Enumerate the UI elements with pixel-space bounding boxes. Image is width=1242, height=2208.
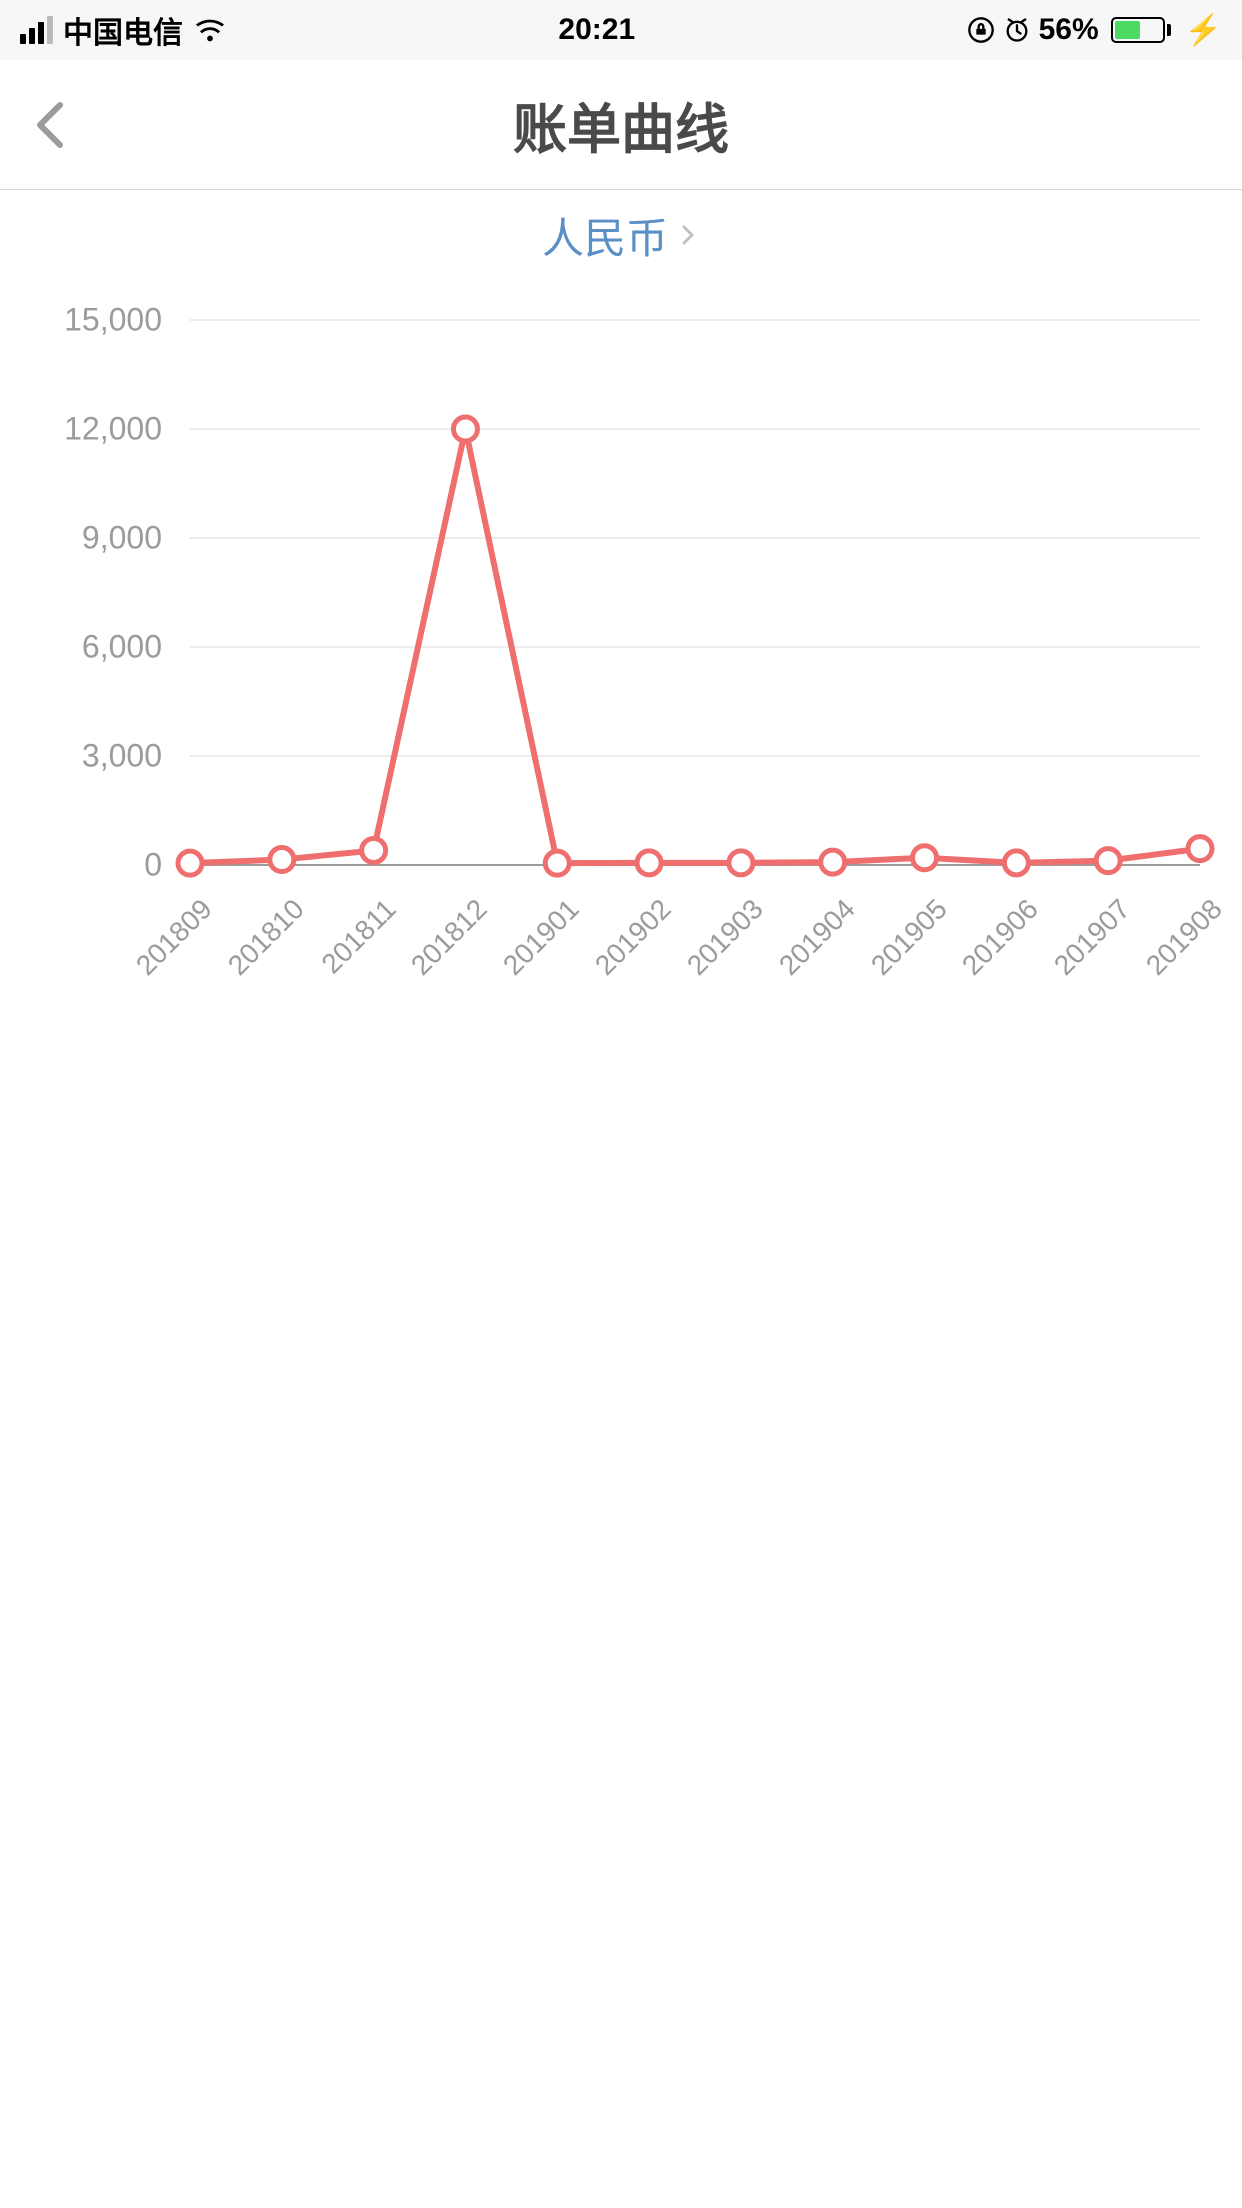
data-point-marker[interactable] xyxy=(545,851,569,875)
carrier-label: 中国电信 xyxy=(63,8,183,52)
billing-line-chart: 03,0006,0009,00012,00015,000 20180920181… xyxy=(0,290,1242,910)
currency-label: 人民币 xyxy=(542,205,668,266)
battery-icon xyxy=(1107,17,1171,43)
nav-header: 账单曲线 xyxy=(0,60,1242,190)
status-bar: 中国电信 20:21 56% ⚡ xyxy=(0,0,1242,60)
battery-percent-label: 56% xyxy=(1039,13,1099,47)
status-right: 56% ⚡ xyxy=(967,13,1222,48)
data-point-marker[interactable] xyxy=(637,851,661,875)
page-title: 账单曲线 xyxy=(513,85,729,164)
data-point-marker[interactable] xyxy=(1096,849,1120,873)
status-time: 20:21 xyxy=(558,13,635,47)
y-tick-label: 0 xyxy=(22,847,162,884)
data-point-marker[interactable] xyxy=(453,417,477,441)
y-tick-label: 3,000 xyxy=(22,738,162,775)
currency-selector[interactable]: 人民币 xyxy=(0,190,1242,280)
back-button[interactable] xyxy=(20,95,80,155)
signal-icon xyxy=(20,16,53,44)
charging-icon: ⚡ xyxy=(1185,13,1222,48)
data-point-marker[interactable] xyxy=(1004,851,1028,875)
y-tick-label: 15,000 xyxy=(22,302,162,339)
data-point-marker[interactable] xyxy=(913,846,937,870)
status-left: 中国电信 xyxy=(20,8,227,52)
y-tick-label: 6,000 xyxy=(22,629,162,666)
data-point-marker[interactable] xyxy=(178,851,202,875)
chevron-left-icon xyxy=(30,95,70,155)
data-point-marker[interactable] xyxy=(362,838,386,862)
data-point-marker[interactable] xyxy=(270,848,294,872)
data-point-marker[interactable] xyxy=(821,850,845,874)
orientation-lock-icon xyxy=(967,16,995,44)
chevron-right-icon xyxy=(676,223,700,247)
data-point-marker[interactable] xyxy=(729,851,753,875)
wifi-icon xyxy=(193,13,227,47)
alarm-icon xyxy=(1003,16,1031,44)
data-point-marker[interactable] xyxy=(1188,837,1212,861)
y-tick-label: 9,000 xyxy=(22,520,162,557)
y-tick-label: 12,000 xyxy=(22,411,162,448)
